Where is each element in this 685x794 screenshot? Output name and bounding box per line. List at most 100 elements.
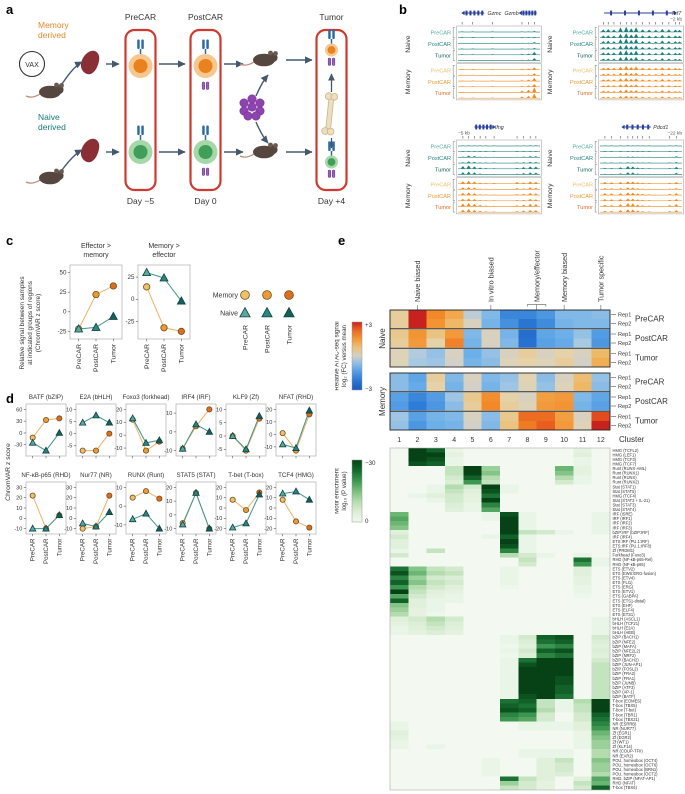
- motif-heatmap-cell: [591, 739, 610, 745]
- motif-heatmap-cell: [408, 470, 427, 476]
- naive-point: [228, 523, 237, 531]
- motif-heatmap-cell: [500, 739, 519, 745]
- motif-heatmap-cell: [426, 698, 445, 704]
- motif-heatmap-cell: [518, 575, 537, 581]
- motif-heatmap-cell: [426, 530, 445, 535]
- motif-heatmap-cell: [573, 776, 592, 781]
- y-tick-label: 10: [16, 506, 22, 512]
- motif-heatmap-cell: [390, 571, 409, 576]
- y-tick-label: 20: [166, 485, 172, 491]
- atac-heatmap-cell: [445, 392, 464, 402]
- motif-label: bHLH (ASCL1): [613, 617, 641, 622]
- motif-heatmap-cell: [591, 657, 610, 663]
- motif-heatmap-cell: [500, 484, 519, 490]
- bracket: [452, 38, 455, 50]
- atac-heatmap-cell: [573, 310, 592, 319]
- motif-heatmap-cell: [591, 625, 610, 631]
- motif-heatmap-cell: [555, 598, 574, 604]
- motif-label: ETS:IRF (PU.1:IRF8): [613, 544, 652, 549]
- motif-heatmap-cell: [481, 571, 500, 576]
- colorbar-min: −3: [365, 386, 373, 393]
- motif-heatmap-cell: [463, 484, 482, 490]
- motif-label: T-box (TBR1): [613, 712, 638, 717]
- memory-point: [279, 430, 286, 437]
- y-tick-label: 60: [16, 407, 22, 413]
- motif-heatmap-cell: [536, 520, 555, 526]
- motif-heatmap-cell: [518, 589, 537, 594]
- gene-name: Gzmc: [488, 11, 502, 17]
- motif-heatmap-cell: [426, 739, 445, 745]
- atac-heatmap-cell: [463, 392, 482, 402]
- motif-heatmap-cell: [500, 571, 519, 576]
- heatmap-group-label: Memory: [378, 387, 387, 416]
- x-axis-label: PostCAR: [193, 538, 200, 564]
- motif-heatmap-cell: [390, 484, 409, 490]
- atac-track: [600, 49, 682, 55]
- motif-heatmap-cell: [445, 748, 464, 754]
- panel-c-chromvar-summary: Relative signal between samples at indica…: [19, 243, 295, 372]
- atac-track: [458, 42, 540, 44]
- motif-heatmap-cell: [555, 539, 574, 544]
- atac-heatmap-cell: [390, 358, 409, 367]
- y-tick-label: -20: [264, 527, 272, 533]
- motif-heatmap-cell: [463, 685, 482, 690]
- atac-heatmap-cell: [573, 349, 592, 358]
- y-tick-label: -25: [57, 328, 67, 335]
- atac-track: [458, 145, 540, 147]
- motif-label: Zf (EGR1): [613, 731, 632, 736]
- motif-heatmap-cell: [463, 498, 482, 503]
- atac-track: [600, 44, 682, 50]
- motif-heatmap-cell: [591, 767, 610, 772]
- heatmap-condition-label: Tumor: [635, 354, 658, 363]
- motif-heatmap-cell: [408, 543, 427, 549]
- motif-heatmap-cell: [591, 603, 610, 608]
- motif-heatmap-cell: [500, 562, 519, 567]
- x-axis-label: PreCAR: [130, 538, 137, 561]
- motif-heatmap-cell: [518, 539, 537, 544]
- bracket: [594, 190, 597, 201]
- motif-heatmap-cell: [518, 571, 537, 576]
- motif-heatmap-cell: [426, 452, 445, 458]
- motif-heatmap-cell: [518, 489, 537, 494]
- atac-track: [458, 73, 540, 76]
- atac-track: [458, 165, 540, 169]
- motif-heatmap-cell: [481, 721, 500, 727]
- motif-heatmap-cell: [573, 575, 592, 581]
- motif-heatmap-cell: [408, 507, 427, 512]
- gene-name: Pdcd1: [653, 125, 668, 131]
- atac-heatmap-cell: [536, 349, 555, 358]
- motif-heatmap-cell: [555, 607, 574, 613]
- motif-heatmap-cell: [481, 593, 500, 599]
- atac-heatmap-cell: [445, 421, 464, 430]
- motif-heatmap-cell: [426, 534, 445, 540]
- atac-track: [600, 26, 682, 33]
- memory-point: [106, 492, 113, 499]
- motif-heatmap-cell: [555, 475, 574, 480]
- atac-heatmap-cell: [591, 319, 610, 328]
- motif-heatmap-cell: [390, 580, 409, 585]
- motif-heatmap-cell: [555, 498, 574, 503]
- atac-heatmap-cell: [536, 373, 555, 382]
- motif-heatmap-cell: [426, 448, 445, 453]
- rep-label: Rep2: [618, 385, 631, 391]
- motif-heatmap-cell: [426, 657, 445, 663]
- motif-heatmap-cell: [445, 479, 464, 485]
- motif-heatmap-cell: [591, 712, 610, 718]
- motif-heatmap-cell: [481, 502, 500, 508]
- motif-heatmap-cell: [591, 562, 610, 567]
- motif-heatmap-cell: [500, 730, 519, 736]
- motif-heatmap-cell: [408, 548, 427, 553]
- motif-heatmap-cell: [463, 762, 482, 768]
- x-axis-label: PostCAR: [143, 538, 150, 564]
- motif-heatmap-cell: [390, 657, 409, 663]
- motif-heatmap-cell: [573, 630, 592, 635]
- motif-heatmap-cell: [591, 680, 610, 686]
- atac-heatmap-cell: [591, 349, 610, 358]
- plot-title: effector: [152, 252, 176, 259]
- motif-heatmap-cell: [555, 785, 574, 790]
- motif-heatmap-cell: [426, 748, 445, 754]
- motif-heatmap-cell: [463, 671, 482, 676]
- motif-heatmap-cell: [463, 457, 482, 462]
- motif-heatmap-cell: [500, 744, 519, 749]
- atac-heatmap-cell: [536, 338, 555, 348]
